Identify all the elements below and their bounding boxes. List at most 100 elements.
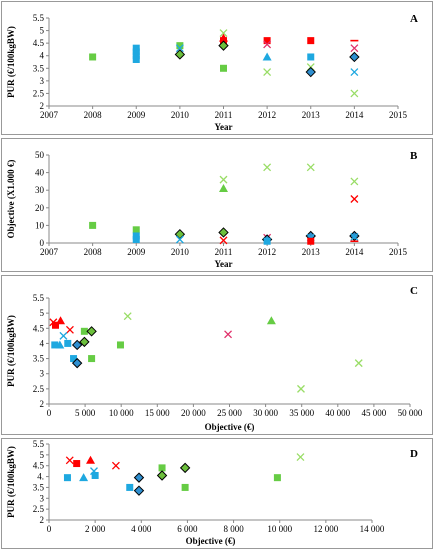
data-point [349, 51, 360, 63]
data-point [51, 341, 59, 349]
y-tick-label: 5 [40, 26, 45, 36]
x-tick-label: 12 000 [313, 524, 338, 534]
x-tick-label: 35 000 [289, 408, 314, 418]
x-tick-label: 45 000 [362, 408, 387, 418]
panel-letter: A [410, 13, 418, 25]
data-point [132, 232, 140, 240]
y-tick-label: 5 [40, 450, 45, 460]
x-tick-label: 2 000 [85, 524, 106, 534]
x-tick-label: 8 000 [223, 524, 244, 534]
data-point [123, 312, 132, 321]
y-tick-label: 5.5 [33, 13, 45, 23]
y-axis-label: Objective (X1.000 €) [6, 160, 16, 239]
y-tick-label: 4. [37, 472, 44, 482]
data-point [350, 89, 359, 98]
x-tick-label: 2008 [84, 247, 103, 257]
y-tick-label: 20 [35, 203, 45, 213]
panel-b: 0 10 20 30 40 50 2007 2008 2009 2010 2011 2012 2013 2… [1, 138, 433, 272]
data-point [176, 42, 184, 50]
data-point [91, 471, 99, 479]
y-axis-label: PUR (€/100kgBW) [6, 315, 16, 387]
chart-svg: 0 10 20 30 40 50 2007 2008 2009 2010 2011 2012 2013 2… [6, 150, 418, 269]
y-tick-label: 0 [40, 238, 45, 248]
data-point [219, 236, 228, 245]
x-tick-label: 20 000 [181, 408, 206, 418]
x-axis-label: Objective (€) [186, 536, 236, 546]
x-tick-label: 2013 [302, 247, 321, 257]
data-point [73, 460, 81, 468]
y-tick-label: 4 [40, 338, 45, 348]
data-point [132, 235, 140, 243]
y-tick-label: 5.5 [33, 293, 45, 303]
y-tick-label: 2 [40, 515, 45, 525]
data-point [56, 316, 66, 325]
y-tick-label: 5.5 [33, 439, 45, 449]
data-point [55, 340, 65, 349]
y-tick-label: 4 [40, 51, 45, 61]
data-point [220, 64, 227, 72]
data-point [350, 232, 359, 241]
panel-d: 2 2.5 3 3.5 4. 4.5 5 5.5 0 2 000 4 000 6 000 8 000 10… [1, 438, 433, 549]
data-point [86, 455, 96, 464]
data-point [132, 55, 140, 63]
data-point [307, 37, 315, 45]
data-point [296, 453, 305, 461]
data-point [262, 52, 272, 61]
x-tick-label: 10 000 [109, 408, 134, 418]
chart-svg: 22.533.54.4.555.5 0 2 000 4 000 6 000 8 000 10… [6, 439, 418, 546]
y-tick-label: 3.5 [33, 63, 45, 73]
data-point [133, 472, 145, 483]
data-point [80, 327, 88, 335]
data-point [70, 355, 78, 363]
chart-svg: 2 2.5 3 3.5 4 4.5 5 5.5 0 5 000 10 000 15 000 20 000… [6, 285, 423, 432]
data-point [79, 473, 89, 482]
x-tick-label: 0 [47, 408, 52, 418]
y-tick-label: 4.5 [33, 323, 45, 333]
data-point [273, 474, 281, 482]
x-tick-label: 40 000 [325, 408, 350, 418]
x-tick-label: 2010 [171, 247, 190, 257]
y-tick-label: 3 [40, 493, 45, 503]
x-tick-label: 25 000 [217, 408, 242, 418]
data-point [181, 483, 189, 491]
data-point [179, 462, 191, 474]
data-point [263, 37, 271, 45]
y-tick-label: 2.5 [33, 504, 45, 514]
data-point [59, 331, 68, 340]
data-point [174, 228, 186, 240]
x-tick-label: 4 000 [131, 524, 152, 534]
x-tick-label: 2012 [258, 247, 276, 257]
data-point [219, 175, 228, 184]
data-point [175, 235, 184, 244]
data-point [116, 341, 124, 349]
data-point [350, 44, 359, 53]
y-axis-label: PUR (€/100kgBW) [6, 26, 16, 98]
y-tick-label: 3 [40, 369, 45, 379]
data-point [218, 40, 229, 51]
y-axis-label: PUR (€/100kgBW) [6, 446, 16, 518]
x-tick-label: 2007 [40, 247, 59, 257]
x-tick-label: 2009 [127, 247, 146, 257]
x-tick-label: 2015 [389, 247, 408, 257]
data-point [263, 68, 272, 77]
x-tick-label: 10 000 [267, 524, 292, 534]
panel-c: 2 2.5 3 3.5 4 4.5 5 5.5 0 5 000 10 000 15 000 20 000… [1, 275, 433, 435]
y-tick-label: 3.5 [33, 354, 45, 364]
x-axis-label: Objective (€) [205, 422, 255, 432]
data-point [65, 456, 74, 465]
data-point [306, 163, 315, 172]
x-tick-label: 2011 [215, 247, 233, 257]
x-tick-label: 14 000 [360, 524, 385, 534]
data-point [132, 52, 140, 60]
x-tick-label: 0 [47, 524, 52, 534]
chart-svg: 2 2.5 3 3.5 4 4.5 5 5.5 2007 2008 2009 2010 2011 2012… [6, 13, 418, 132]
panel-letter: B [410, 150, 418, 162]
data-point [218, 227, 229, 238]
x-tick-label: 30 000 [253, 408, 278, 418]
data-point [307, 53, 315, 61]
x-tick-label: 2014 [345, 110, 364, 120]
data-point [266, 316, 276, 325]
data-point [350, 177, 359, 186]
data-point [133, 485, 145, 496]
data-point [132, 44, 140, 52]
